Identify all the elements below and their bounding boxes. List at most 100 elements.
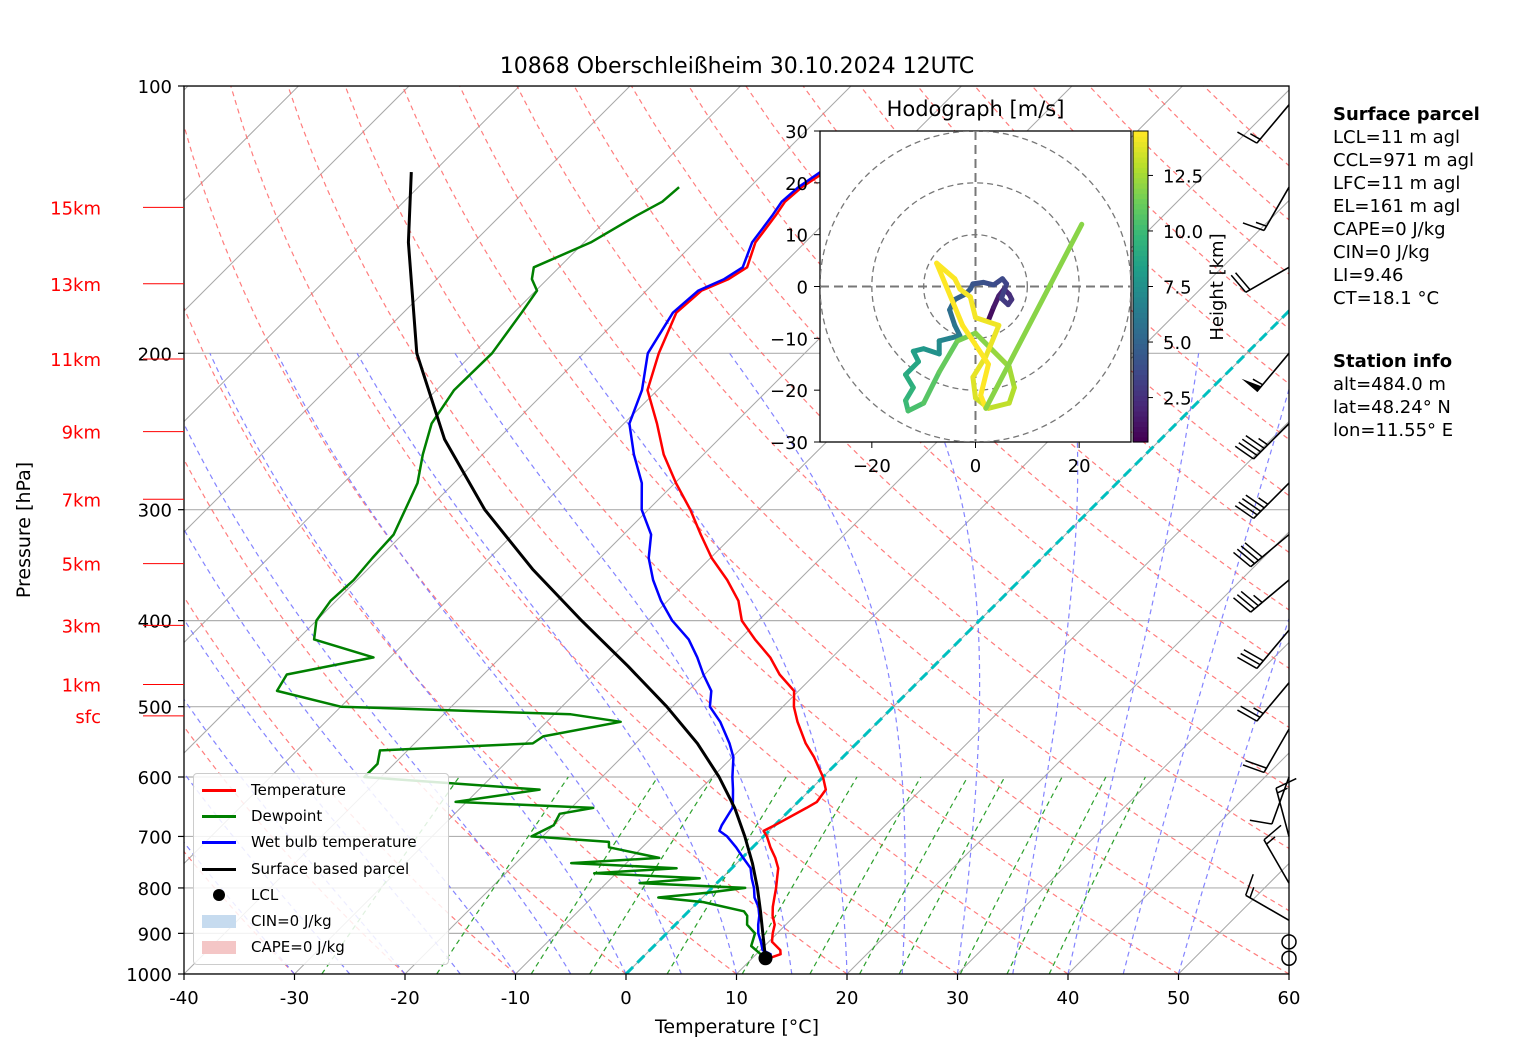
colorbar-band: [1133, 208, 1148, 215]
surface-parcel-panel: Surface parcel LCL=11 m agl CCL=971 m ag…: [1333, 103, 1480, 310]
station-info-heading: Station info: [1333, 351, 1453, 372]
height-label: 3km: [62, 616, 101, 637]
colorbar-band: [1133, 348, 1148, 355]
ccl-stat: CCL=971 m agl: [1333, 150, 1475, 171]
isotherm-gridline: [184, 86, 410, 312]
moist-adiabat: [1177, 616, 1289, 974]
colorbar-band: [1133, 426, 1148, 433]
colorbar-tick-label: 5.0: [1163, 333, 1192, 354]
wind-barb-staff: [1271, 776, 1290, 825]
lcl-marker: [758, 951, 773, 966]
dry-adiabat: [516, 86, 1289, 850]
y-tick-label: 300: [138, 501, 172, 522]
mixing-ratio-line: [859, 776, 969, 974]
wind-barb-feather: [1234, 272, 1251, 291]
wind-barb-feather: [1249, 819, 1273, 825]
wind-barb: [1237, 682, 1290, 722]
legend-swatch-cin: [202, 914, 236, 928]
mixing-ratio-line: [1048, 776, 1146, 974]
x-tick-label: 10: [725, 988, 748, 1009]
hodograph-segment: [978, 361, 991, 398]
wind-barb: [1230, 266, 1290, 293]
hodograph-segment: [921, 346, 942, 357]
x-tick-label: -30: [280, 988, 309, 1009]
wind-barb-staff: [1250, 579, 1290, 613]
hodograph-area: [820, 131, 1131, 442]
wind-barb-feather: [1242, 764, 1265, 774]
hodograph-x-tick-label: −20: [853, 456, 891, 477]
hodograph-segment: [905, 400, 927, 414]
wind-barb-feather: [1237, 709, 1258, 722]
isotherm-gridline: [184, 86, 631, 533]
wind-barb-staff: [1256, 629, 1290, 669]
colorbar-band: [1133, 270, 1148, 277]
ct-stat: CT=18.1 °C: [1333, 288, 1440, 309]
temperature-profile: [646, 171, 828, 960]
colorbar-band: [1133, 151, 1148, 158]
hodograph-segment: [921, 369, 942, 406]
wind-barb-staff: [1263, 728, 1290, 773]
height-label: sfc: [75, 707, 101, 728]
colorbar-band: [1133, 416, 1148, 422]
moist-adiabat: [1122, 387, 1289, 974]
y-tick-label: 900: [138, 924, 172, 945]
colorbar-band: [1133, 188, 1148, 194]
wind-barb-feather: [1240, 705, 1261, 718]
wind-barb-staff: [1256, 104, 1290, 144]
mixing-ratio-line: [741, 776, 858, 974]
wind-barb: [1242, 728, 1290, 774]
cin-stat: CIN=0 J/kg: [1333, 242, 1430, 263]
colorbar-band: [1133, 250, 1148, 256]
hodograph-segment: [1006, 385, 1017, 406]
y-tick-label: 500: [138, 698, 172, 719]
colorbar-band: [1133, 136, 1148, 142]
legend-label-lcl: LCL: [251, 886, 279, 904]
moist-adiabat: [905, 353, 981, 974]
wind-barb-calm: [1281, 934, 1297, 950]
legend-marker-lcl: [213, 889, 225, 901]
legend-swatch-parcel: [202, 867, 236, 871]
height-label: 13km: [50, 275, 101, 296]
wind-barb-half-feather: [1255, 221, 1267, 227]
colorbar-band: [1133, 193, 1148, 199]
dry-adiabat: [344, 86, 1179, 974]
isotherm-gridline: [957, 641, 1289, 974]
y-tick-label: 400: [138, 612, 172, 633]
isotherm-gridline: [1067, 752, 1289, 974]
legend-item-wetbulb: Wet bulb temperature: [202, 829, 417, 855]
hodograph-y-tick-label: −10: [770, 329, 808, 350]
colorbar-band: [1133, 421, 1148, 428]
parcel-profile: [406, 172, 767, 959]
hodograph-y-tick-label: 30: [785, 122, 808, 143]
legend-swatch-wetbulb: [202, 840, 236, 844]
mixing-ratio-line: [530, 776, 659, 974]
wind-barb: [1233, 579, 1290, 613]
y-tick-label: 200: [138, 344, 172, 365]
colorbar-band: [1133, 156, 1148, 163]
colorbar-band: [1133, 327, 1148, 334]
colorbar-band: [1133, 141, 1148, 148]
dry-adiabat: [184, 123, 848, 974]
legend-swatch-cape: [202, 940, 236, 954]
dry-adiabat: [184, 306, 737, 974]
wind-barb-feather: [1245, 759, 1267, 769]
wind-barb-feather: [1240, 590, 1259, 607]
wind-barb: [1249, 776, 1290, 825]
height-label: 11km: [50, 350, 101, 371]
hodograph-y-tick-label: −30: [770, 433, 808, 454]
legend-item-cape: CAPE=0 J/kg: [202, 934, 345, 960]
height-label: 15km: [50, 198, 101, 219]
isotherm-gridline: [846, 531, 1289, 974]
colorbar-band: [1133, 364, 1148, 371]
colorbar-band: [1133, 322, 1148, 329]
wind-barb-half-feather: [1253, 594, 1263, 604]
moist-adiabat: [729, 352, 906, 974]
wind-barb-feather: [1238, 501, 1258, 516]
wind-barb: [1263, 824, 1290, 884]
wetbulb-profile: [628, 171, 821, 960]
wind-barb-staff: [1253, 423, 1290, 460]
hodograph-y-tick-label: 10: [785, 226, 808, 247]
dry-adiabat: [184, 458, 627, 974]
colorbar-band: [1133, 224, 1148, 231]
hodograph-segment: [903, 385, 916, 404]
